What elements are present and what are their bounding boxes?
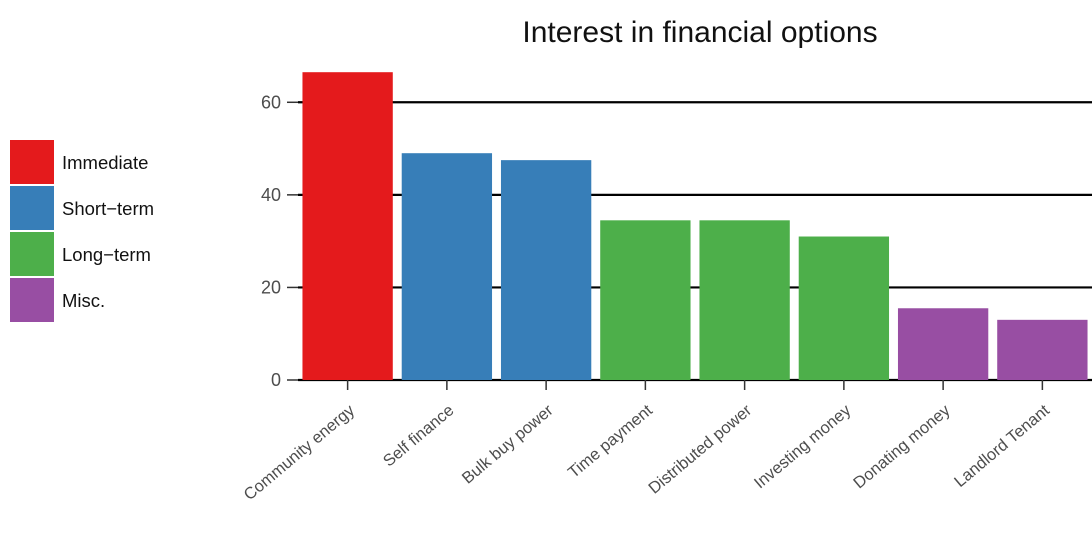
x-tick-label: Investing money (751, 401, 855, 493)
legend-swatch (10, 186, 54, 230)
x-axis: Community energy Self finance Bulk buy pow… (241, 380, 1053, 504)
y-tick-label: 20 (261, 277, 281, 297)
y-tick-label: 60 (261, 92, 281, 112)
bar (699, 220, 790, 380)
legend-swatch (10, 232, 54, 276)
x-tick-label: Community energy (241, 401, 359, 504)
bar (302, 72, 393, 380)
legend-swatch (10, 140, 54, 184)
x-tick-label: Bulk buy power (459, 401, 557, 488)
x-tick-label: Distributed power (645, 401, 755, 498)
chart-title: Interest in financial options (522, 16, 877, 49)
y-tick-label: 40 (261, 185, 281, 205)
bar (401, 153, 493, 380)
bar (798, 236, 890, 380)
legend-swatch (10, 278, 54, 322)
bar (500, 160, 592, 380)
legend-label: Long−term (62, 244, 151, 265)
x-tick-label: Landlord Tenant (951, 401, 1053, 491)
x-tick-label: Self finance (380, 401, 458, 470)
x-tick-label: Time payment (565, 401, 656, 482)
legend-label: Immediate (62, 152, 148, 173)
legend: Immediate Short−term Long−term Misc. (10, 140, 154, 322)
x-tick-label: Donating money (850, 401, 954, 493)
y-axis: 0 20 40 60 (261, 92, 298, 390)
bar (997, 319, 1088, 380)
legend-label: Misc. (62, 290, 105, 311)
legend-label: Short−term (62, 198, 154, 219)
y-tick-label: 0 (271, 370, 281, 390)
bar (600, 220, 691, 380)
bars (302, 72, 1088, 380)
bar (897, 308, 989, 380)
